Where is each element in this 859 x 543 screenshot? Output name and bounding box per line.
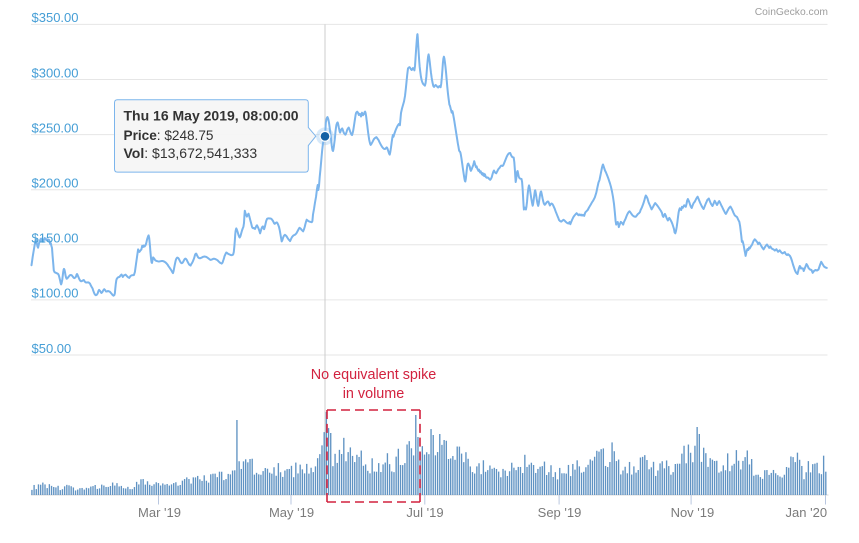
svg-text:$50.00: $50.00 (32, 341, 72, 356)
svg-text:Mar '19: Mar '19 (138, 505, 181, 520)
svg-text:Sep '19: Sep '19 (538, 505, 582, 520)
svg-text:CoinGecko.com: CoinGecko.com (755, 7, 828, 18)
svg-text:$150.00: $150.00 (32, 231, 79, 246)
svg-text:Jan '20: Jan '20 (786, 505, 828, 520)
svg-text:Nov '19: Nov '19 (671, 505, 715, 520)
svg-text:Vol: $13,672,541,333: Vol: $13,672,541,333 (124, 145, 258, 161)
svg-text:$200.00: $200.00 (32, 176, 79, 191)
svg-text:$100.00: $100.00 (32, 286, 79, 301)
svg-text:in volume: in volume (343, 386, 405, 402)
svg-text:Thu 16 May 2019, 08:00:00: Thu 16 May 2019, 08:00:00 (124, 108, 299, 124)
svg-text:Jul '19: Jul '19 (406, 505, 443, 520)
svg-text:No equivalent spike: No equivalent spike (311, 367, 437, 383)
svg-text:$300.00: $300.00 (32, 65, 79, 80)
svg-text:Price: $248.75: Price: $248.75 (124, 128, 214, 143)
svg-text:$250.00: $250.00 (32, 120, 79, 135)
svg-text:$350.00: $350.00 (32, 10, 79, 25)
svg-text:May '19: May '19 (269, 505, 314, 520)
